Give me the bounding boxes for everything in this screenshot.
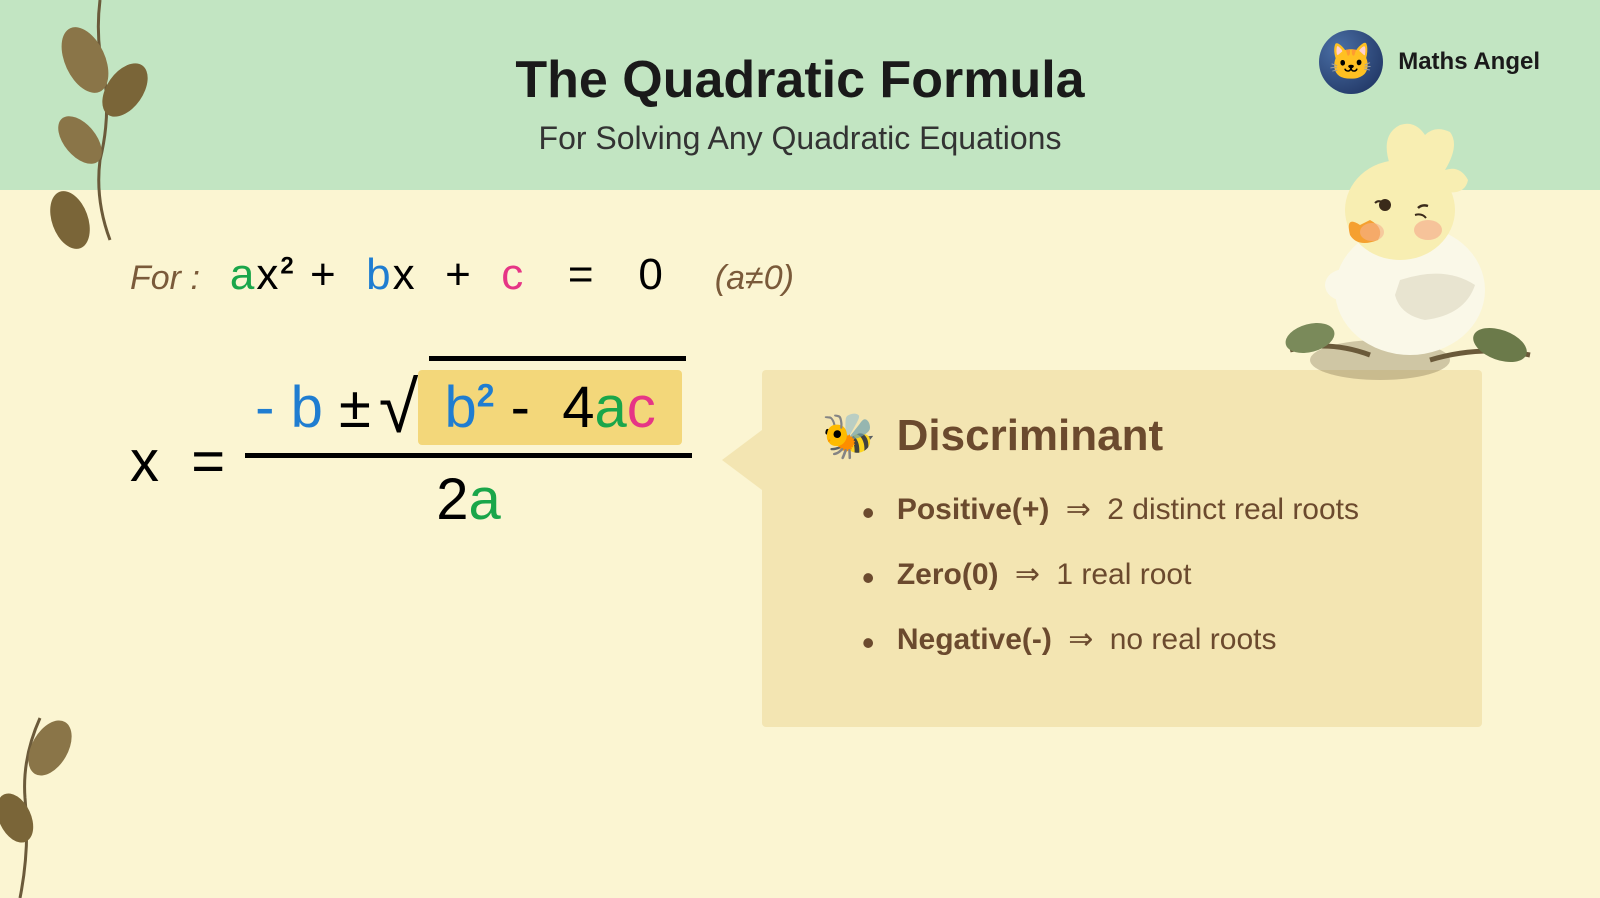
callout-header: 🐝 Discriminant <box>822 410 1432 462</box>
bird-decoration <box>1250 120 1570 400</box>
brand-logo-icon: 🐱 <box>1319 30 1383 94</box>
formula-fraction: - b ± √ b2 - 4ac 2a <box>245 370 692 533</box>
standard-form-equation: ax2 + bx + c = 0 <box>230 250 665 300</box>
formula-region: x = - b ± √ b2 - 4ac <box>130 370 1500 727</box>
brand-name: Maths Angel <box>1398 48 1540 76</box>
discriminant-cases: Positive(+) ⇒ 2 distinct real roots Zero… <box>822 492 1432 657</box>
discriminant-highlight: b2 - 4ac <box>418 370 682 445</box>
leaf-decoration-bottom <box>0 698 120 898</box>
callout-arrow <box>722 430 762 490</box>
discriminant-callout: 🐝 Discriminant Positive(+) ⇒ 2 distinct … <box>762 370 1482 727</box>
formula-lhs: x = <box>130 428 225 495</box>
discriminant-title: Discriminant <box>897 411 1164 461</box>
for-label: For : <box>130 259 200 298</box>
case-zero: Zero(0) ⇒ 1 real root <box>862 557 1432 592</box>
formula-denominator: 2a <box>436 458 501 533</box>
bee-icon: 🐝 <box>822 410 877 462</box>
radical: √ b2 - 4ac <box>379 370 682 445</box>
quadratic-formula: x = - b ± √ b2 - 4ac <box>130 370 692 533</box>
brand-container: 🐱 Maths Angel <box>1319 30 1540 94</box>
case-positive: Positive(+) ⇒ 2 distinct real roots <box>862 492 1432 527</box>
formula-numerator: - b ± √ b2 - 4ac <box>245 370 692 453</box>
condition-label: (a≠0) <box>715 259 794 298</box>
case-negative: Negative(-) ⇒ no real roots <box>862 622 1432 657</box>
